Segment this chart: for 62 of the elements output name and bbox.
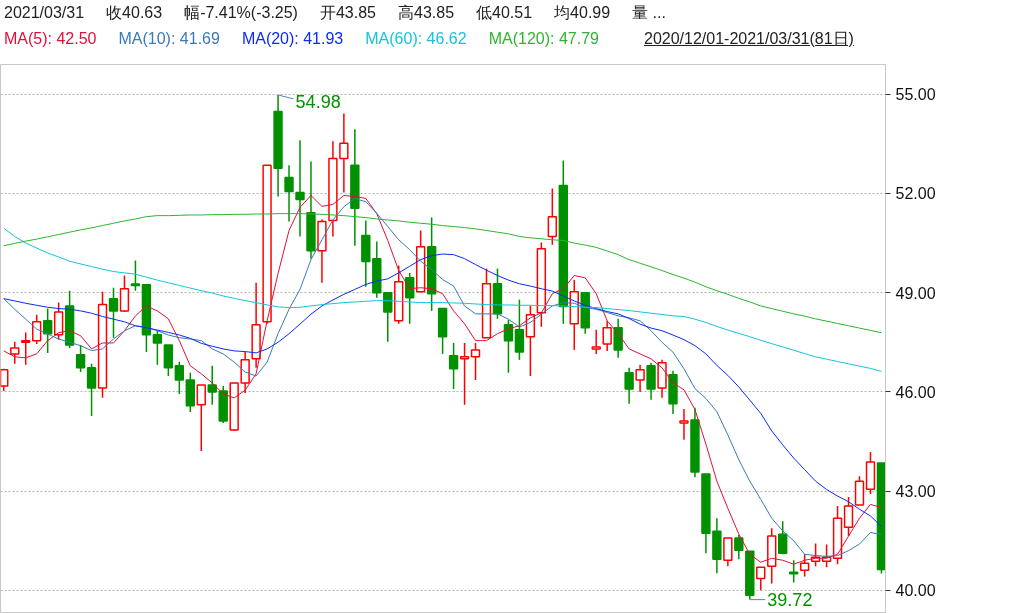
text: MA(120): 47.79	[488, 30, 599, 47]
y-tick-label: 40.00	[895, 582, 936, 600]
y-tick-label: 55.00	[895, 86, 936, 104]
candlestick	[470, 342, 481, 381]
line-series	[3, 253, 882, 528]
candlestick	[53, 301, 64, 341]
candlestick	[679, 408, 689, 441]
candlestick	[10, 340, 20, 365]
text: 2021/03/31	[4, 4, 85, 21]
candlestick	[723, 537, 733, 567]
candlestick	[591, 328, 601, 355]
candlestick	[756, 566, 766, 592]
candlestick	[459, 342, 470, 406]
candlestick	[75, 344, 86, 373]
candlestick	[119, 274, 130, 313]
candlestick	[778, 520, 788, 556]
text: 量 ...	[632, 4, 666, 21]
candlestick	[108, 286, 119, 339]
candlestick	[163, 344, 174, 377]
candlestick	[788, 559, 799, 584]
y-tick-label: 46.00	[895, 383, 936, 401]
text: 高43.85	[398, 4, 455, 21]
candlestick	[284, 164, 294, 223]
annotation: 39.72	[767, 590, 813, 611]
text: MA(10): 41.69	[118, 30, 220, 47]
candlestick	[602, 320, 612, 352]
text: 2020/12/01-2021/03/31(81日)	[644, 29, 854, 49]
candlestick	[383, 291, 393, 343]
candlestick	[624, 367, 634, 405]
text: MA(5): 42.50	[4, 30, 97, 47]
candlestick	[240, 351, 250, 394]
candlestick	[547, 187, 558, 246]
candlestick	[196, 384, 206, 452]
candlestick	[130, 259, 141, 292]
line-series	[3, 213, 882, 334]
candlestick	[799, 553, 810, 578]
candlestick	[448, 342, 459, 390]
text: MA(60): 46.62	[365, 30, 467, 47]
candlestick	[174, 361, 185, 395]
annotation: 54.98	[295, 92, 341, 113]
y-tick-label: 43.00	[895, 483, 936, 501]
y-tick-label: 49.00	[895, 284, 936, 302]
candlestick	[843, 496, 854, 537]
text: 均40.99	[554, 4, 611, 21]
candlestick	[613, 318, 623, 359]
candlestick	[635, 364, 645, 393]
candlestick	[295, 139, 305, 238]
line-series	[3, 227, 882, 372]
candlestick	[207, 365, 217, 406]
text: 低40.51	[476, 4, 533, 21]
text: 开43.85	[319, 4, 376, 21]
candlestick	[152, 329, 163, 366]
text: 收40.63	[106, 4, 163, 21]
candlestick	[514, 298, 525, 361]
candlestick	[854, 475, 865, 506]
candlestick	[734, 534, 744, 561]
y-tick-label: 52.00	[895, 185, 936, 203]
candlestick	[86, 363, 97, 417]
candlestick	[21, 331, 31, 366]
text: 幅-7.41%(-3.25)	[184, 4, 298, 21]
candlestick	[646, 362, 656, 401]
text: MA(20): 41.93	[241, 30, 344, 47]
